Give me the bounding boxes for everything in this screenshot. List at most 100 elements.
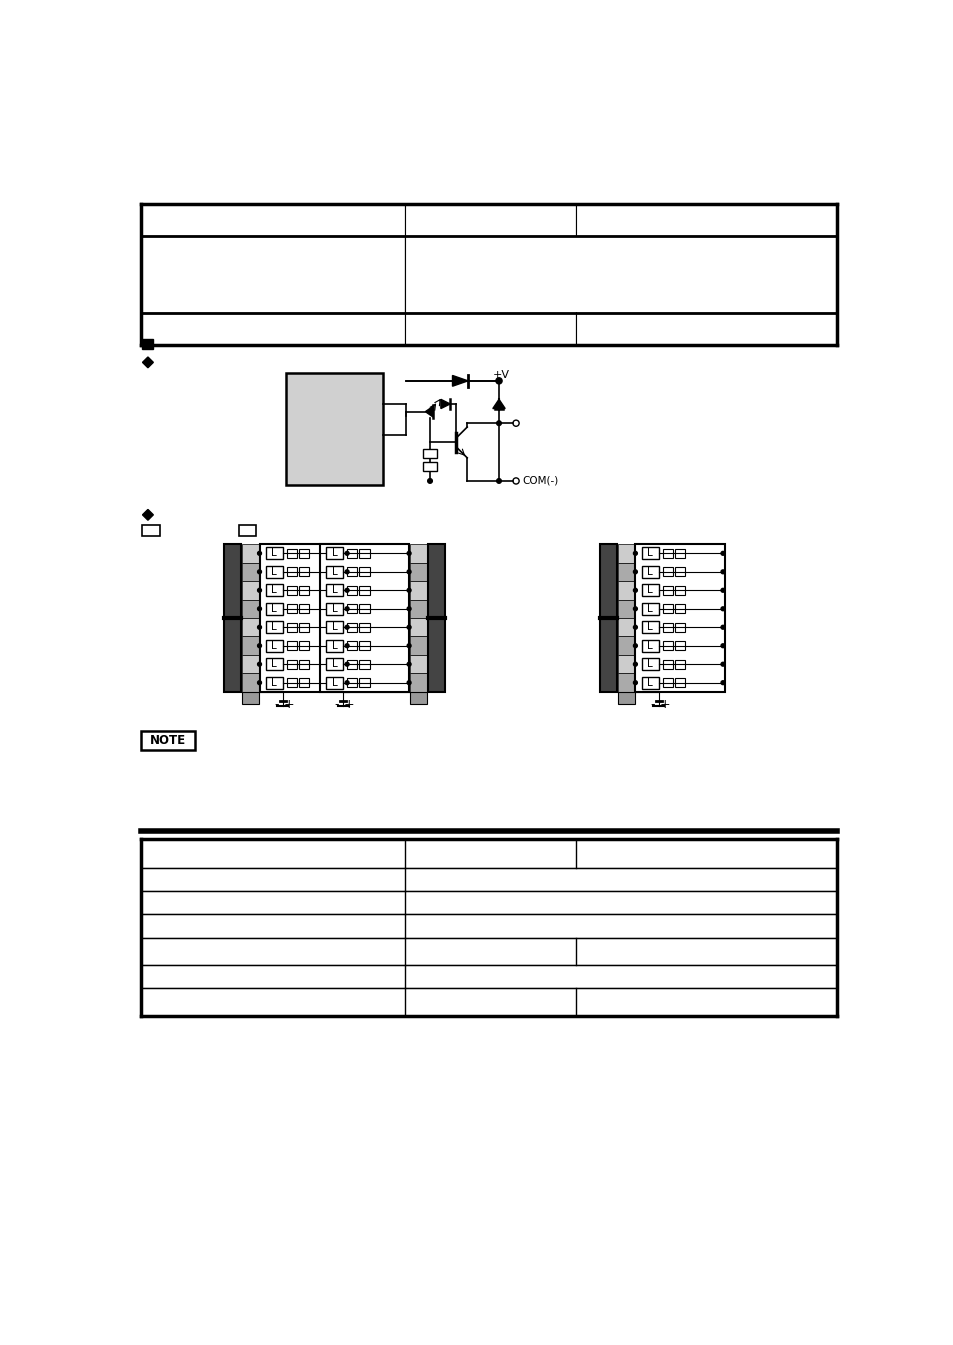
Circle shape [633, 662, 637, 666]
Circle shape [257, 588, 261, 592]
Polygon shape [493, 399, 505, 409]
Text: L: L [332, 659, 337, 670]
Bar [410, 562, 427, 581]
Text: L: L [271, 604, 276, 613]
Circle shape [720, 588, 724, 592]
Bar [286, 568, 296, 577]
Bar [410, 674, 427, 691]
Bar [405, 237, 575, 313]
Circle shape [345, 588, 349, 592]
Bar [141, 937, 836, 966]
Text: L: L [332, 566, 337, 577]
Bar [326, 566, 343, 578]
Text: L: L [646, 549, 652, 558]
Bar [141, 313, 405, 346]
Polygon shape [440, 399, 450, 409]
Circle shape [407, 570, 411, 574]
Bar [266, 603, 282, 615]
Circle shape [407, 625, 411, 629]
Bar [347, 623, 356, 632]
Text: -: - [274, 698, 278, 710]
Bar [661, 659, 672, 668]
Bar [347, 659, 356, 668]
Bar [241, 600, 258, 617]
Bar [266, 640, 282, 652]
Bar [298, 678, 309, 687]
Bar [326, 584, 343, 596]
Bar [405, 203, 575, 237]
Circle shape [720, 644, 724, 648]
Bar [141, 892, 836, 915]
Circle shape [633, 681, 637, 685]
Circle shape [720, 662, 724, 666]
Bar [142, 525, 159, 537]
Bar [617, 674, 634, 691]
Circle shape [345, 607, 349, 611]
Bar [326, 658, 343, 670]
Bar [410, 617, 427, 636]
Polygon shape [142, 510, 153, 521]
Bar [141, 732, 195, 749]
Polygon shape [142, 356, 153, 367]
Bar [241, 617, 258, 636]
Bar [599, 545, 617, 691]
Text: L: L [646, 678, 652, 687]
Bar [661, 678, 672, 687]
Bar [410, 655, 427, 674]
Bar [635, 545, 723, 691]
Circle shape [345, 551, 349, 555]
Text: COM(-): COM(-) [521, 476, 558, 486]
Bar [641, 547, 658, 560]
Circle shape [720, 625, 724, 629]
Bar [266, 566, 282, 578]
Text: L: L [646, 604, 652, 613]
Polygon shape [425, 406, 433, 417]
Circle shape [407, 551, 411, 555]
Polygon shape [452, 375, 468, 386]
Circle shape [257, 570, 261, 574]
Bar [239, 525, 256, 537]
Bar [259, 545, 348, 691]
Circle shape [633, 625, 637, 629]
Circle shape [257, 681, 261, 685]
Bar [359, 659, 369, 668]
Text: -: - [650, 698, 654, 710]
Circle shape [720, 681, 724, 685]
Bar [359, 604, 369, 613]
Bar [241, 581, 258, 600]
Text: NOTE: NOTE [150, 734, 186, 746]
Bar [266, 621, 282, 633]
Bar [298, 623, 309, 632]
Bar [410, 691, 427, 705]
Text: L: L [646, 623, 652, 632]
Bar [141, 989, 836, 1015]
Bar [286, 549, 296, 558]
Bar [141, 915, 836, 937]
Text: L: L [646, 659, 652, 670]
Bar [674, 678, 684, 687]
Bar [359, 678, 369, 687]
Circle shape [345, 662, 349, 666]
Bar [674, 549, 684, 558]
Bar [241, 655, 258, 674]
Bar [617, 691, 634, 705]
Bar [641, 603, 658, 615]
Bar [286, 659, 296, 668]
Circle shape [407, 644, 411, 648]
Bar [266, 658, 282, 670]
Bar [674, 642, 684, 651]
Bar [641, 677, 658, 689]
Bar [410, 600, 427, 617]
Bar [241, 691, 258, 705]
Circle shape [427, 479, 432, 483]
Bar [641, 621, 658, 633]
Bar [661, 549, 672, 558]
Text: +: + [659, 698, 669, 710]
Bar [326, 547, 343, 560]
Bar [298, 604, 309, 613]
Circle shape [633, 551, 637, 555]
Bar [241, 545, 258, 562]
Bar [141, 203, 405, 237]
Bar [422, 461, 436, 471]
Bar [298, 549, 309, 558]
